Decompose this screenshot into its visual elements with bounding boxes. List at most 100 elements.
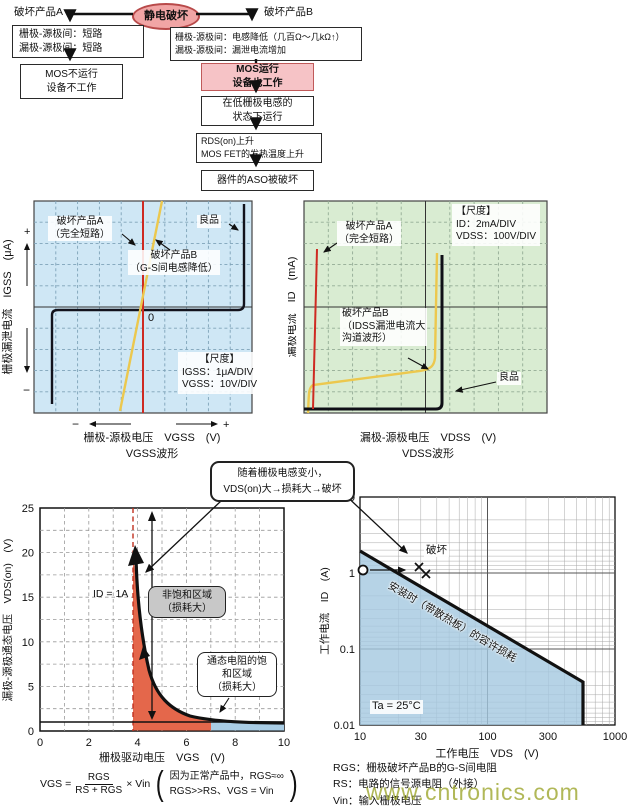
svg-text:30: 30 [415, 731, 427, 743]
formula-paren-close: ) [289, 765, 298, 803]
soa-operating-point [357, 564, 369, 576]
vgs-sat-box: 通态电阻的饱 和区域 （损耗大） [197, 652, 277, 697]
svg-text:10: 10 [278, 737, 290, 749]
callout-box: 随着栅极电感变小， VDS(on)大→损耗大→破坏 [210, 461, 355, 502]
soa-destroy-label: 破坏 [424, 544, 449, 558]
svg-text:0.01: 0.01 [334, 720, 355, 732]
flow-box-b3-line2: 状态下运行 [232, 112, 283, 123]
formula-lhs: VGS = [40, 778, 72, 790]
svg-text:100: 100 [478, 731, 496, 743]
legend-vin: Vin：输入栅极电压 [333, 794, 422, 807]
soa-allowed-region [360, 551, 583, 725]
flow-box-b2-line2: 设备也工作 [232, 78, 283, 89]
vgs-id-label: ID = 1A [93, 588, 128, 600]
soa-x-title: 工作电压 VDS (V) [435, 747, 538, 760]
igss-label-product-b: 破坏产品B （G-S间电感降低） [128, 250, 220, 275]
flow-box-b1: 栅极-源极间：电感降低（几百Ω～几kΩ↑） 漏极-源极间：漏泄电流增加 [170, 27, 362, 61]
flow-box-b1-line2: 漏极-源极间：漏泄电流增加 [175, 45, 286, 55]
vgs-x-title: 栅极驱动电压 VGS (V) [99, 750, 225, 764]
vgs-y-title: 漏极-源极通态电压 VDS(on) (V) [1, 539, 14, 702]
svg-text:15: 15 [22, 592, 34, 604]
igss-y-title: 栅极漏泄电流 IGSS (μA) [0, 239, 14, 374]
flow-box-b3: 在低栅极电感的 状态下运行 [201, 96, 314, 126]
igss-chart: 0 + − 栅极漏泄电流 IGSS (μA) − + 栅极-源极电压 VGSS … [0, 200, 253, 460]
formula-paren-open: ( [155, 765, 164, 803]
vdss-y-title: 漏极电流 ID (mA) [288, 257, 298, 358]
formula-note1: 因为正常产品中，RGS≈∞ [169, 771, 284, 782]
formula-denominator: RS + RGS [75, 784, 123, 796]
igss-y-minus: − [23, 383, 30, 397]
legend-rs: RS：电路的信号源电阻（外接） [333, 778, 485, 791]
flow-box-a2-line1: MOS不运行 [45, 68, 98, 80]
vdss-label-product-a: 破坏产品A （完全短路） [337, 221, 401, 246]
soa-destroy-marks [414, 562, 431, 579]
formula-fraction: RGS RS + RGS [75, 772, 122, 797]
igss-x-subtitle: VGSS波形 [126, 447, 179, 460]
svg-text:10: 10 [354, 731, 366, 743]
svg-text:4: 4 [135, 737, 141, 749]
soa-y-ticks: 10 1 0.1 0.01 [334, 492, 355, 732]
igss-y-plus: + [24, 226, 30, 238]
igss-annotation-arrows [121, 223, 239, 251]
flow-box-b2-line1: MOS运行 [236, 64, 279, 75]
vgs-curve-mid-arrowhead [139, 646, 150, 660]
flow-branch-b-label: 破坏产品B [264, 6, 314, 18]
igss-x-minus: − [72, 417, 79, 431]
soa-x-ticks: 10 30 100 300 1000 [354, 731, 627, 743]
vgs-x-ticks: 0 2 4 6 8 10 [37, 737, 290, 749]
svg-text:8: 8 [232, 737, 238, 749]
watermark: www.cntronics.com [366, 779, 580, 805]
igss-label-product-a: 破坏产品A （完全短路） [48, 216, 112, 241]
symbol-legend: RGS：栅极破坏产品B的G-S间电阻 RS：电路的信号源电阻（外接） Vin：输… [333, 760, 497, 807]
igss-zero-label: 0 [148, 312, 154, 324]
callout-line2: VDS(on)大→损耗大→破坏 [223, 483, 342, 495]
flow-box-b1-line1: 栅极-源极间：电感降低（几百Ω～几kΩ↑） [175, 32, 345, 43]
vgs-formula: VGS = RGS RS + RGS × Vin ( 因为正常产品中，RGS≈∞… [40, 762, 299, 806]
flow-box-b4-line2: MOS FET的发热温度上升 [201, 149, 304, 159]
vdss-label-good: 良品 [497, 372, 521, 385]
svg-text:0.1: 0.1 [340, 644, 355, 656]
formula-note2: RGS>>RS、VGS = Vin [169, 786, 274, 797]
legend-rgs: RGS：栅极破坏产品B的G-S间电阻 [333, 762, 497, 774]
vdss-x-title: 漏极-源极电压 VDSS (V) [360, 430, 496, 444]
vgs-curve [134, 557, 285, 725]
flow-box-a1-line2: 漏极-源极间：短路 [19, 42, 103, 54]
igss-curve-good [50, 204, 246, 404]
soa-ta-label: Ta = 25°C [370, 700, 423, 714]
flow-box-b5: 器件的ASO被破坏 [201, 170, 314, 191]
flow-box-b4: RDS(on)上升 MOS FET的发热温度上升 [196, 133, 322, 163]
formula-numerator: RGS [84, 772, 113, 785]
vgs-curve-arrowhead [128, 545, 144, 566]
svg-text:1: 1 [349, 568, 355, 580]
svg-text:300: 300 [539, 731, 557, 743]
igss-x-title: 栅极-源极电压 VGSS (V) [84, 430, 221, 444]
flow-box-a1-line1: 栅极-源极间：短路 [19, 28, 103, 40]
svg-text:25: 25 [22, 503, 34, 515]
flow-box-b4-line1: RDS(on)上升 [201, 136, 255, 147]
formula-notes: 因为正常产品中，RGS≈∞ RGS>>RS、VGS = Vin [170, 769, 284, 799]
igss-x-plus: + [223, 419, 229, 431]
svg-text:6: 6 [183, 737, 189, 749]
svg-text:10: 10 [22, 637, 34, 649]
vdss-curve-product-a [312, 248, 318, 410]
vdss-curve-good [304, 255, 444, 411]
flow-box-a2-line2: 设备不工作 [46, 82, 97, 94]
callout-line1: 随着栅极电感变小， [237, 468, 328, 479]
vdss-x-subtitle: VDSS波形 [402, 447, 454, 460]
vdss-annotation-arrows [323, 242, 497, 393]
vdss-axes [304, 201, 547, 413]
igss-label-good: 良品 [197, 215, 221, 228]
svg-text:20: 20 [22, 548, 34, 560]
flow-box-b2: MOS运行 设备也工作 [201, 63, 314, 91]
svg-text:0: 0 [28, 726, 34, 738]
svg-text:0: 0 [37, 737, 43, 749]
flow-box-a1: 栅极-源极间：短路 漏极-源极间：短路 [12, 25, 144, 58]
vgs-y-ticks: 25 20 15 10 5 0 [22, 503, 34, 738]
flow-box-b3-line1: 在低栅极电感的 [222, 98, 293, 109]
igss-scale-box: 【尺度】 IGSS：1μA/DIV VGSS：10V/DIV [178, 352, 262, 394]
flow-branch-a-label: 破坏产品A [14, 6, 64, 18]
soa-limit-line [359, 549, 585, 725]
svg-text:2: 2 [86, 737, 92, 749]
vdss-curve-product-b [306, 252, 439, 414]
